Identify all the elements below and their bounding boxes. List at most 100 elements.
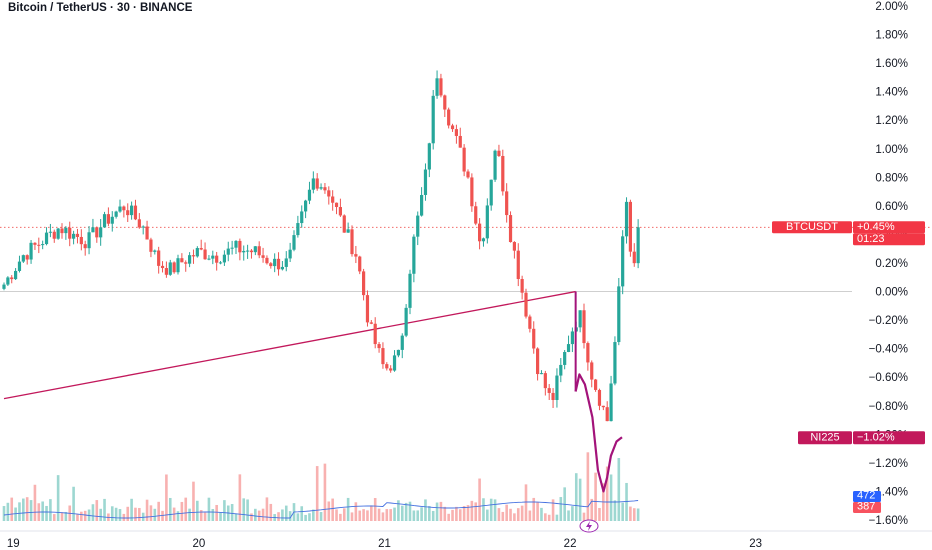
- candle-body: [555, 375, 559, 400]
- candle-body: [578, 310, 582, 328]
- ni225-line: [574, 373, 623, 493]
- candle-body: [532, 328, 536, 349]
- ni225-symbol-tag: NI225: [810, 432, 839, 444]
- grid-lines: [0, 226, 932, 292]
- price-axis: 2.00% 1.80% 1.60% 1.40% 1.20% 1.00% 0.80% 0.60%…: [869, 1, 908, 527]
- candle-body: [17, 261, 22, 271]
- candle-body: [543, 373, 547, 389]
- candle-body: [632, 251, 636, 264]
- volume-bar: [408, 501, 412, 521]
- volume-bar: [99, 508, 102, 521]
- volume-bar: [246, 499, 249, 521]
- candle-body: [447, 109, 451, 126]
- volume-bar: [609, 474, 613, 521]
- candle-body: [423, 169, 428, 195]
- candle-body: [493, 150, 497, 180]
- candle-body: [37, 244, 41, 246]
- candle-body: [435, 78, 439, 96]
- candle-body: [474, 206, 478, 224]
- volume-bar: [45, 505, 48, 521]
- volume-bar: [14, 507, 17, 521]
- candle-body: [14, 270, 18, 280]
- volume-bar: [404, 502, 408, 521]
- btc-symbol-tag: BTCUSDT: [786, 221, 838, 233]
- volume-bar: [559, 497, 563, 521]
- volume-bar: [416, 510, 420, 521]
- candle-body: [288, 249, 292, 259]
- volume-bar: [354, 502, 358, 521]
- candle-body: [362, 271, 366, 296]
- candle-body: [280, 266, 284, 270]
- candle-body: [481, 238, 486, 242]
- candle-body: [563, 351, 567, 365]
- candle-body: [520, 279, 524, 293]
- candle-body: [133, 205, 138, 220]
- candle-body: [551, 392, 555, 400]
- candlesticks: [2, 70, 640, 422]
- volume-bar: [632, 508, 636, 521]
- y-tick-label: 1.20%: [875, 115, 908, 127]
- volume-bar: [377, 508, 381, 521]
- volume-bar: [520, 505, 524, 521]
- candle-body: [458, 135, 462, 148]
- volume-bar: [138, 507, 141, 521]
- volume-bar: [211, 508, 215, 521]
- volume-bar: [509, 508, 512, 521]
- volume-bar: [536, 501, 539, 521]
- volume-bar: [180, 501, 184, 521]
- volume-bar: [598, 508, 601, 521]
- candle-body: [199, 248, 203, 250]
- candle-body: [412, 236, 416, 274]
- candle-body: [404, 307, 408, 336]
- volume-bar: [470, 500, 474, 521]
- candle-body: [72, 233, 76, 239]
- volume-bar: [300, 506, 304, 521]
- candle-body: [102, 214, 107, 228]
- candle-body: [191, 255, 196, 257]
- volume-bar: [219, 512, 222, 521]
- lightning-icon[interactable]: [579, 519, 599, 533]
- volume-bar: [126, 506, 130, 521]
- candle-body: [319, 187, 323, 189]
- candle-body: [485, 205, 489, 239]
- volume-bar: [281, 509, 284, 521]
- candle-body: [470, 177, 474, 207]
- candle-body: [257, 246, 261, 256]
- candle-body: [238, 240, 242, 253]
- candle-body: [10, 277, 14, 280]
- volume-down-tag-bg: [853, 502, 881, 513]
- volume-bar: [555, 514, 559, 521]
- volume-bar: [362, 509, 365, 521]
- candle-body: [416, 215, 420, 237]
- volume-bar: [629, 506, 632, 521]
- candle-body: [323, 187, 327, 191]
- volume-bar: [304, 514, 307, 521]
- candle-body: [338, 207, 342, 216]
- candle-body: [52, 231, 56, 239]
- y-tick-label: −0.40%: [869, 344, 908, 356]
- candle-body: [168, 262, 172, 275]
- candle-body: [427, 143, 431, 170]
- volume-bar: [393, 507, 396, 521]
- candle-body: [524, 292, 528, 317]
- candle-body: [226, 248, 230, 255]
- candle-body: [536, 348, 540, 375]
- lightning-icon-bolt: [586, 521, 592, 531]
- volume-bar: [516, 508, 520, 521]
- volume-bar: [567, 510, 570, 521]
- candle-body: [130, 205, 134, 216]
- candle-body: [2, 284, 6, 289]
- candle-body: [137, 219, 141, 228]
- volume-bar: [462, 506, 466, 521]
- volume-bar: [594, 472, 597, 521]
- volume-bar: [342, 508, 346, 521]
- volume-bar: [215, 504, 218, 521]
- volume-bar: [397, 500, 400, 521]
- candle-body: [508, 215, 513, 243]
- volume-bar: [331, 498, 334, 521]
- candle-body: [512, 242, 516, 251]
- volume-bar: [366, 510, 369, 521]
- candle-body: [25, 255, 29, 260]
- volume-bar: [110, 506, 114, 521]
